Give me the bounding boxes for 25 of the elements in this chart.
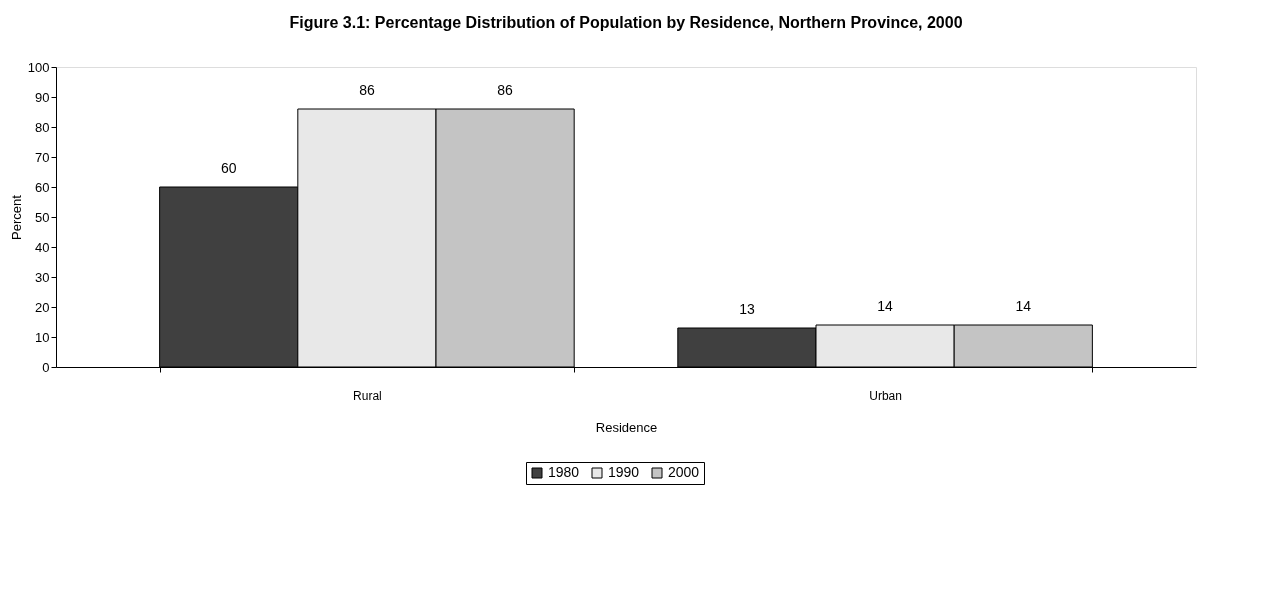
y-tick-label: 30 xyxy=(35,269,50,285)
y-tick-label: 80 xyxy=(35,119,50,135)
y-tick-label: 20 xyxy=(35,299,50,315)
y-tick-label: 60 xyxy=(35,179,50,195)
y-tick-label: 10 xyxy=(35,329,50,345)
y-tick-label: 50 xyxy=(35,209,50,225)
legend-label: 1980 xyxy=(548,464,580,480)
x-tick-label: Rural xyxy=(353,388,382,403)
y-tick-label: 40 xyxy=(35,239,50,255)
chart-title: Figure 3.1: Percentage Distribution of Population by Residence, Northern Province, 2000 xyxy=(289,14,963,31)
y-axis-title: Percent xyxy=(8,194,24,240)
data-label: 60 xyxy=(220,160,237,176)
data-label: 86 xyxy=(359,82,375,98)
data-label: 13 xyxy=(739,301,755,317)
data-label: 14 xyxy=(1015,298,1032,314)
y-tick-label: 100 xyxy=(27,59,50,75)
data-label: 86 xyxy=(497,82,514,98)
legend-label: 2000 xyxy=(668,464,700,480)
legend-label: 1990 xyxy=(608,464,640,480)
y-tick-label: 90 xyxy=(35,89,50,105)
y-tick-label: 70 xyxy=(35,149,50,165)
y-tick-label: 0 xyxy=(42,359,50,375)
data-label: 14 xyxy=(877,298,894,314)
x-tick-label: Urban xyxy=(869,388,902,403)
x-axis-title: Residence xyxy=(595,419,658,435)
